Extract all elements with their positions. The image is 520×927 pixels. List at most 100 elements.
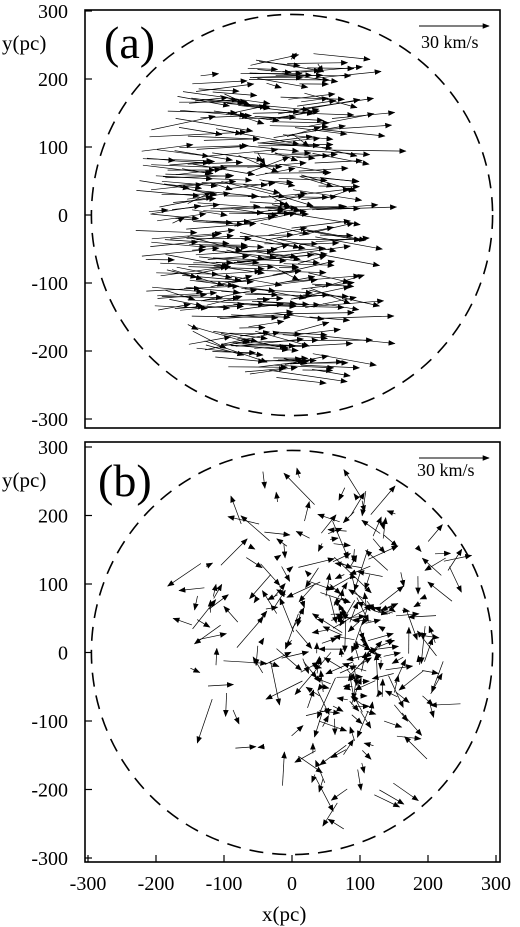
panel-a-velocity-vector xyxy=(286,126,322,137)
panel-b-velocity-vector xyxy=(327,576,352,591)
panel-a-velocity-vector xyxy=(155,175,214,182)
panel-b-velocity-vector xyxy=(427,524,443,542)
panel-a-velocity-vector xyxy=(191,314,279,321)
panel-a-velocity-vector xyxy=(151,203,202,215)
panel-b-velocity-vector xyxy=(281,566,291,582)
panel-a-velocity-vector xyxy=(282,334,328,341)
panel-b-scale-arrow: 30 km/s xyxy=(417,455,490,480)
panel-a-velocity-vector xyxy=(272,312,325,322)
panel-a-velocity-vector xyxy=(260,191,308,199)
panel-b-ytick-label: 100 xyxy=(38,574,68,596)
panel-a-velocity-vector xyxy=(170,232,220,240)
panel-a-velocity-vector xyxy=(221,290,279,298)
panel-a-velocity-vector xyxy=(314,158,363,164)
panel-b-velocity-vector xyxy=(207,682,234,688)
panel-b-velocity-vector xyxy=(338,487,346,501)
panel-a-velocity-vector xyxy=(308,112,375,127)
panel-b-velocity-vector xyxy=(192,599,217,630)
panel-a-velocity-vector xyxy=(244,288,313,296)
panel-a-velocity-vector xyxy=(320,313,395,320)
panel-b-velocity-vector xyxy=(357,710,369,738)
panel-a-velocity-vector xyxy=(141,247,206,257)
panel-b-velocity-vector xyxy=(361,640,376,655)
panel-b-velocity-vector xyxy=(374,652,382,660)
panel-b-velocity-vector xyxy=(424,637,434,662)
panel-a-velocity-vector xyxy=(245,292,313,299)
panel-a-velocity-vector xyxy=(193,221,244,227)
panel-b-velocity-vector xyxy=(399,572,406,588)
panel-a-velocity-vector xyxy=(146,285,201,292)
panel-b-velocity-vector xyxy=(422,669,439,676)
panel-a-velocity-vector xyxy=(307,65,355,72)
panel-a-ytick-label: 0 xyxy=(58,205,68,227)
panel-b-velocity-vector xyxy=(258,637,265,646)
panel-a-velocity-vector xyxy=(191,97,271,111)
panel-a-velocity-vector xyxy=(282,73,339,84)
panel-b-velocity-vector xyxy=(193,624,221,645)
panel-a-velocity-vector xyxy=(320,129,386,139)
panel-a: (a) y(pc) 300 200 100 0 -100 -200 -300 30 km/s xyxy=(2,1,501,431)
panel-a-velocity-vector xyxy=(192,330,227,349)
panel-a-velocity-vector xyxy=(205,344,245,357)
panel-a-velocity-vector xyxy=(259,134,314,144)
panel-b-velocity-vector xyxy=(413,601,422,608)
panel-b-velocity-vector xyxy=(416,654,422,665)
panel-a-velocity-vector xyxy=(296,321,330,332)
panel-a-scale-label: 30 km/s xyxy=(421,32,479,52)
panel-b-velocity-vector xyxy=(316,657,322,665)
panel-b-velocity-vector xyxy=(286,581,321,598)
panel-b-velocity-vector xyxy=(286,566,294,573)
panel-a-velocity-vector xyxy=(233,262,299,270)
panel-b-velocity-vector xyxy=(291,725,304,737)
panel-b-velocity-vector xyxy=(339,600,356,627)
panel-a-velocity-vector xyxy=(156,271,219,277)
panel-a-velocity-vector xyxy=(203,209,264,216)
panel-a-velocity-vector xyxy=(158,302,191,311)
panel-b-velocity-vector xyxy=(304,570,312,578)
panel-b-velocity-vector xyxy=(281,544,288,559)
panel-b-ylabel: y(pc) xyxy=(2,468,46,492)
panel-b-velocity-vector xyxy=(396,735,422,741)
panel-b-velocity-vector xyxy=(342,619,348,653)
panel-a-velocity-vector xyxy=(200,288,258,302)
panel-b-velocity-vector xyxy=(341,662,367,672)
panel-b-velocity-vector xyxy=(414,544,422,553)
panel-b-velocity-vector xyxy=(316,618,325,624)
panel-b-velocity-vector xyxy=(295,467,302,478)
panel-b-velocity-vector xyxy=(386,510,396,516)
panel-b-velocity-vector xyxy=(361,519,381,534)
panel-a-velocity-vector xyxy=(192,78,248,85)
panel-a-ytick-label: -200 xyxy=(31,341,68,363)
panel-b-velocity-vector xyxy=(349,700,360,712)
panel-b-velocity-vector xyxy=(323,657,342,669)
panel-b-velocity-vector xyxy=(325,572,332,597)
panel-b-velocity-vector xyxy=(402,607,411,614)
panel-b-vectors xyxy=(167,467,473,830)
panel-a-velocity-vector xyxy=(254,152,316,161)
panel-b-velocity-vector xyxy=(265,680,303,700)
panel-a-velocity-vector xyxy=(280,195,314,207)
panel-b: (b) y(pc) 300 200 100 0 -100 -200 -300 -300 -20… xyxy=(2,437,511,926)
panel-a-velocity-vector xyxy=(156,149,210,159)
panel-b-velocity-vector xyxy=(320,592,351,604)
panel-b-velocity-vector xyxy=(360,762,366,774)
panel-a-velocity-vector xyxy=(179,142,249,149)
panel-a-velocity-vector xyxy=(259,179,296,188)
panel-b-velocity-vector xyxy=(387,605,396,613)
panel-b-velocity-vector xyxy=(447,548,463,571)
panel-b-velocity-vector xyxy=(213,647,220,666)
panel-b-velocity-vector xyxy=(367,632,394,642)
panel-a-velocity-vector xyxy=(254,343,287,350)
panel-b-velocity-vector xyxy=(342,511,355,524)
panel-a-velocity-vector xyxy=(187,299,266,308)
panel-b-velocity-vector xyxy=(363,742,374,748)
panel-a-velocity-vector xyxy=(258,269,327,276)
panel-a-velocity-vector xyxy=(189,97,239,104)
panel-b-velocity-vector xyxy=(172,617,193,626)
panel-a-velocity-vector xyxy=(212,152,264,162)
panel-a-velocity-vector xyxy=(246,156,290,174)
panel-b-velocity-vector xyxy=(383,720,403,728)
panel-a-velocity-vector xyxy=(215,356,266,364)
panel-a-velocity-vector xyxy=(212,257,287,264)
panel-a-velocity-vector xyxy=(165,254,231,269)
